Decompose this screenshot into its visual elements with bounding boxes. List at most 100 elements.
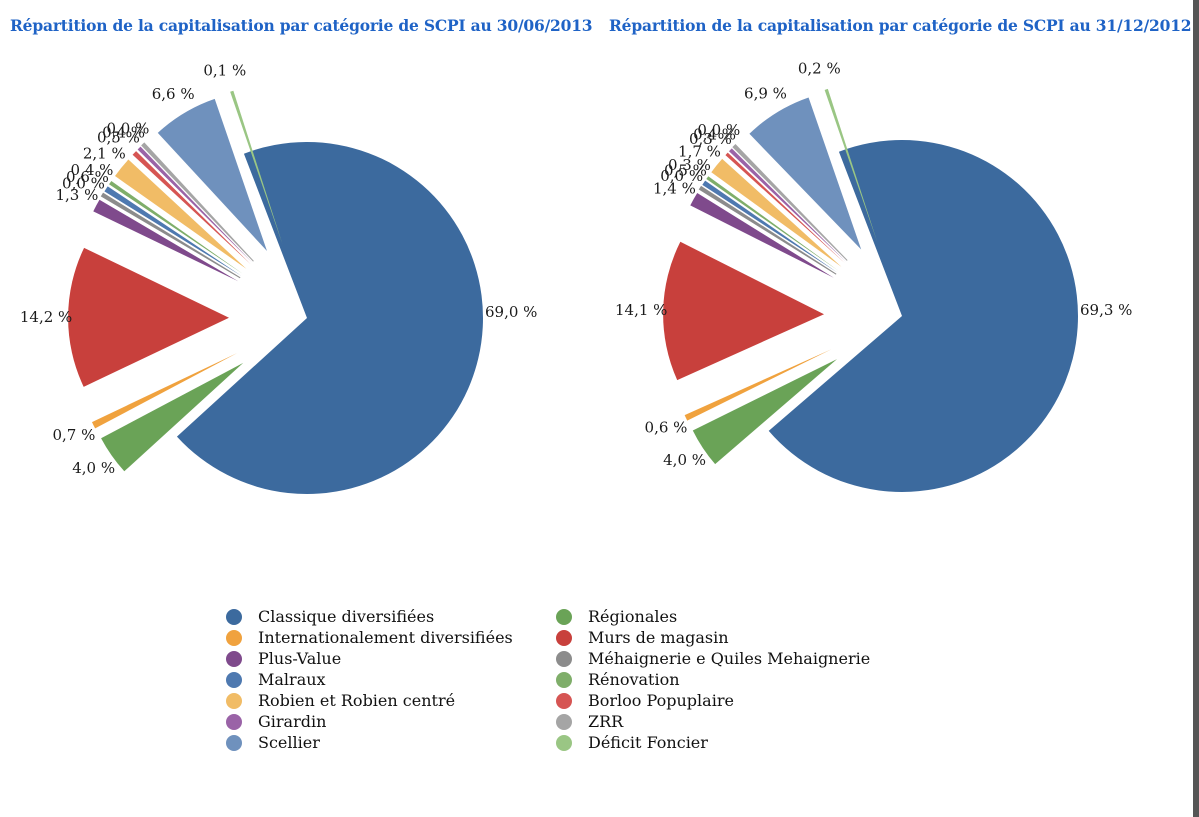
legend-swatch [556, 650, 572, 667]
pie-slice-malraux [702, 180, 838, 273]
legend-label: Scellier [258, 733, 320, 752]
pie-slice-borloo-popuplaire [725, 152, 845, 264]
legend-label: ZRR [588, 712, 624, 731]
pie-slice-robien-et-robien-centre [711, 158, 842, 267]
pie-slice-murs-de-magasin [68, 247, 230, 387]
legend-item-mehaignerie-e-quiles-mehaignerie: Méhaignerie e Quiles Mehaignerie [556, 648, 886, 669]
legend-label: Déficit Foncier [588, 733, 708, 752]
legend-label: Rénovation [588, 670, 680, 689]
legend-item-robien-et-robien-centre: Robien et Robien centré [226, 690, 556, 711]
pie-label-robien-et-robien-centre: 2,1 % [83, 145, 126, 163]
pie-label-mehaignerie-e-quiles-mehaignerie: 0,0 % [62, 175, 105, 193]
pie-slice-malraux [104, 186, 242, 276]
legend-item-deficit-foncier: Déficit Foncier [556, 732, 886, 753]
pie-label-malraux: 0,6 % [66, 168, 109, 186]
pie-label-regionales: 4,0 % [72, 459, 115, 477]
pie-label-plus-value: 1,3 % [55, 186, 98, 204]
legend-swatch [226, 713, 242, 730]
pie-slice-regionales [692, 359, 837, 465]
pie-label-girardin: 0,4 % [102, 123, 145, 141]
legend-swatch [556, 734, 572, 751]
pie-slice-mehaignerie-e-quiles-mehaignerie [100, 192, 241, 279]
pie-slice-girardin [728, 148, 846, 262]
pie-slice-zrr [732, 144, 848, 261]
pie-slice-scellier [157, 98, 267, 252]
legend-label: Régionales [588, 607, 678, 626]
pie-slice-internationalement-diversifiees [684, 349, 832, 421]
pie-label-scellier: 6,9 % [744, 85, 787, 103]
legend-item-scellier: Scellier [226, 732, 556, 753]
legend-swatch [556, 629, 572, 646]
pie-slice-mehaignerie-e-quiles-mehaignerie [698, 185, 837, 275]
legend-item-borloo-popuplaire: Borloo Popuplaire [556, 690, 886, 711]
legend-label: Internationalement diversifiées [258, 628, 513, 647]
legend-item-renovation: Rénovation [556, 669, 886, 690]
legend-swatch [226, 608, 242, 625]
pie-label-internationalement-diversifiees: 0,6 % [645, 418, 688, 436]
chart-title-2012: Répartition de la capitalisation par cat… [609, 16, 1192, 35]
legend-label: Borloo Popuplaire [588, 691, 734, 710]
pie-slice-internationalement-diversifiees [91, 353, 238, 429]
legend-label: Girardin [258, 712, 327, 731]
legend-swatch [226, 671, 242, 688]
legend-item-internationalement-diversifiees: Internationalement diversifiées [226, 627, 556, 648]
pie-label-classique-diversifiees: 69,0 % [485, 303, 537, 321]
legend-label: Classique diversifiées [258, 607, 435, 626]
legend-swatch [226, 629, 242, 646]
pie-slice-borloo-popuplaire [132, 151, 251, 265]
pie-slice-girardin [137, 146, 253, 263]
pie-chart-1: 69,0 %4,0 %0,7 %14,2 %1,3 %0,0 %0,6 %0,4… [20, 61, 537, 495]
pie-label-plus-value: 1,4 % [653, 179, 696, 197]
legend-item-classique-diversifiees: Classique diversifiées [226, 606, 556, 627]
pie-slice-regionales [101, 362, 244, 472]
pie-label-scellier: 6,6 % [152, 85, 195, 103]
pie-label-borloo-popuplaire: 0,3 % [689, 130, 732, 148]
pie-slice-deficit-foncier [824, 88, 878, 243]
legend-item-zrr: ZRR [556, 711, 886, 732]
pie-label-murs-de-magasin: 14,1 % [615, 301, 667, 319]
pie-label-regionales: 4,0 % [663, 451, 706, 469]
pie-label-internationalement-diversifiees: 0,7 % [52, 426, 95, 444]
legend-label: Plus-Value [258, 649, 342, 668]
pie-slice-murs-de-magasin [663, 241, 825, 381]
legend-swatch [226, 734, 242, 751]
pie-slice-plus-value [690, 193, 834, 278]
legend-swatch [556, 692, 572, 709]
pie-label-malraux: 0,5 % [664, 161, 707, 179]
pie-label-murs-de-magasin: 14,2 % [20, 308, 72, 326]
pie-label-mehaignerie-e-quiles-mehaignerie: 0,0 % [660, 167, 703, 185]
legend-label: Robien et Robien centré [258, 691, 456, 710]
pie-slice-deficit-foncier [230, 90, 283, 244]
pie-label-zrr: 0,0 % [106, 119, 149, 137]
pie-slice-renovation [109, 180, 243, 274]
legend-item-plus-value: Plus-Value [226, 648, 556, 669]
pie-slice-plus-value [93, 199, 239, 282]
legend-swatch [556, 713, 572, 730]
pie-chart-2: 69,3 %4,0 %0,6 %14,1 %1,4 %0,0 %0,5 %0,3… [615, 60, 1132, 492]
legend-swatch [556, 608, 572, 625]
legend: Classique diversifiées Régionales Internat… [226, 606, 946, 753]
pie-slice-classique-diversifiees [768, 140, 1078, 492]
pie-charts: 69,0 %4,0 %0,7 %14,2 %1,3 %0,0 %0,6 %0,4… [20, 60, 1132, 495]
chart-title-2013: Répartition de la capitalisation par cat… [10, 16, 593, 35]
pie-label-deficit-foncier: 0,1 % [203, 61, 246, 79]
pie-label-robien-et-robien-centre: 1,7 % [678, 143, 721, 161]
pie-label-zrr: 0,0 % [697, 121, 740, 139]
pie-label-borloo-popuplaire: 0,5 % [97, 129, 140, 147]
pie-slice-scellier [749, 97, 862, 250]
legend-item-girardin: Girardin [226, 711, 556, 732]
window-border [1193, 0, 1199, 817]
legend-item-murs-de-magasin: Murs de magasin [556, 627, 886, 648]
pie-slice-robien-et-robien-centre [115, 159, 247, 269]
pie-label-renovation: 0,3 % [668, 156, 711, 174]
legend-swatch [556, 671, 572, 688]
legend-swatch [226, 650, 242, 667]
pie-slice-classique-diversifiees [176, 142, 483, 495]
legend-swatch [226, 692, 242, 709]
pie-slice-zrr [141, 142, 254, 262]
pie-slice-renovation [706, 176, 839, 271]
pie-label-girardin: 0,4 % [693, 126, 736, 144]
legend-label: Méhaignerie e Quiles Mehaignerie [588, 649, 871, 668]
pie-label-classique-diversifiees: 69,3 % [1080, 301, 1132, 319]
legend-item-malraux: Malraux [226, 669, 556, 690]
